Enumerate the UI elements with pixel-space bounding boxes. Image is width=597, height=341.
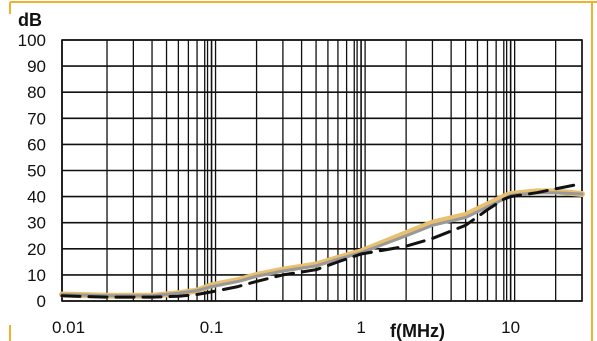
y-tick-label: 30 [27,214,46,233]
y-tick-label: 20 [27,240,46,259]
series-line-3 [60,182,584,299]
y-tick-label: 60 [27,135,46,154]
y-tick-labels: 0 10 20 30 40 50 60 70 80 90 100 [18,31,46,311]
x-tick-label: 0.1 [200,318,224,337]
series-layer [59,182,585,299]
x-tick-label: 10 [501,318,520,337]
plot-border [61,39,583,302]
y-tick-label: 70 [27,109,46,128]
y-tick-label: 90 [27,57,46,76]
y-tick-label: 10 [27,266,46,285]
x-axis-title: f(MHz) [390,321,445,341]
grid [61,39,583,302]
y-tick-label: 0 [37,292,46,311]
y-tick-label: 100 [18,31,46,50]
y-tick-label: 80 [27,83,46,102]
y-tick-label: 50 [27,162,46,181]
y-axis-title: dB [18,10,42,30]
x-tick-label: 1 [356,318,365,337]
x-tick-labels: 0.01 0.1 1 10 [52,318,520,337]
y-tick-label: 40 [27,188,46,207]
x-tick-label: 0.01 [52,318,85,337]
